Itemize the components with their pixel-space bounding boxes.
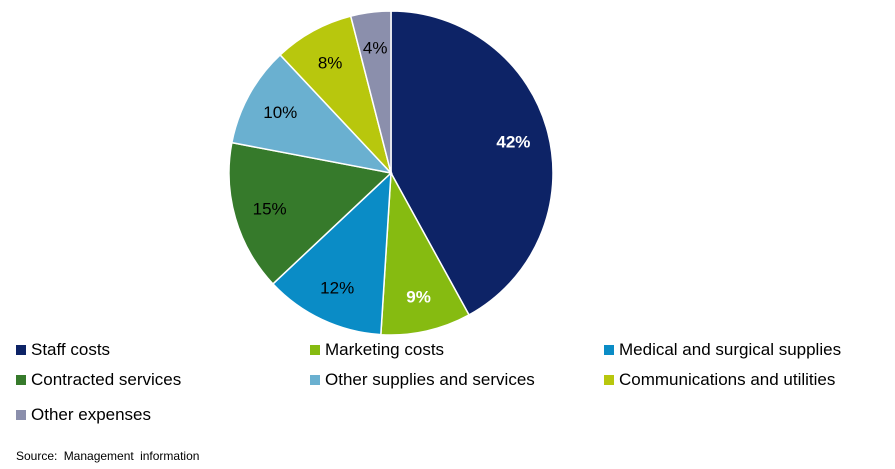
- legend-swatch: [604, 375, 614, 385]
- pie-slice-contracted-services: [228, 141, 393, 285]
- data-label: 42%: [496, 133, 530, 152]
- pie-slice-medical-and-surgical-supplies: [271, 171, 392, 336]
- legend-label: Contracted services: [31, 370, 182, 389]
- legend-item: Other expenses: [16, 405, 151, 425]
- pie-slice-other-supplies-and-services: [230, 53, 394, 175]
- legend-item: Staff costs: [16, 340, 110, 360]
- pie-slice-other-expenses: [349, 10, 392, 174]
- legend-item: Medical and surgical supplies: [604, 340, 841, 360]
- legend-item: Communications and utilities: [604, 370, 835, 390]
- legend-label: Marketing costs: [325, 340, 445, 359]
- source-note: Source: Management information: [16, 449, 200, 463]
- data-label: 15%: [253, 199, 287, 218]
- data-label: 10%: [263, 103, 297, 122]
- pie-slice-marketing-costs: [380, 170, 471, 336]
- data-label: 8%: [318, 53, 343, 72]
- legend-label: Other supplies and services: [325, 370, 535, 389]
- legend-swatch: [310, 345, 320, 355]
- legend-label: Staff costs: [31, 340, 111, 359]
- legend-label: Medical and surgical supplies: [619, 340, 842, 359]
- pie-slice-staff-costs: [390, 10, 554, 316]
- legend-swatch: [16, 410, 26, 420]
- data-label: 4%: [363, 39, 388, 58]
- legend-swatch: [16, 375, 26, 385]
- legend-item: Marketing costs: [310, 340, 444, 360]
- data-label: 12%: [320, 278, 354, 297]
- legend-swatch: [310, 375, 320, 385]
- legend-label: Other expenses: [31, 405, 152, 424]
- data-label: 9%: [406, 287, 431, 306]
- legend-swatch: [604, 345, 614, 355]
- legend-item: Other supplies and services: [310, 370, 535, 390]
- legend-swatch: [16, 345, 26, 355]
- pie-chart: 42% 9% 12% 15% 10% 8% 4%: [228, 10, 554, 336]
- legend-label: Communications and utilities: [619, 370, 836, 389]
- legend-item: Contracted services: [16, 370, 181, 390]
- legend: Staff costs Marketing costs Medical and su…: [0, 340, 895, 440]
